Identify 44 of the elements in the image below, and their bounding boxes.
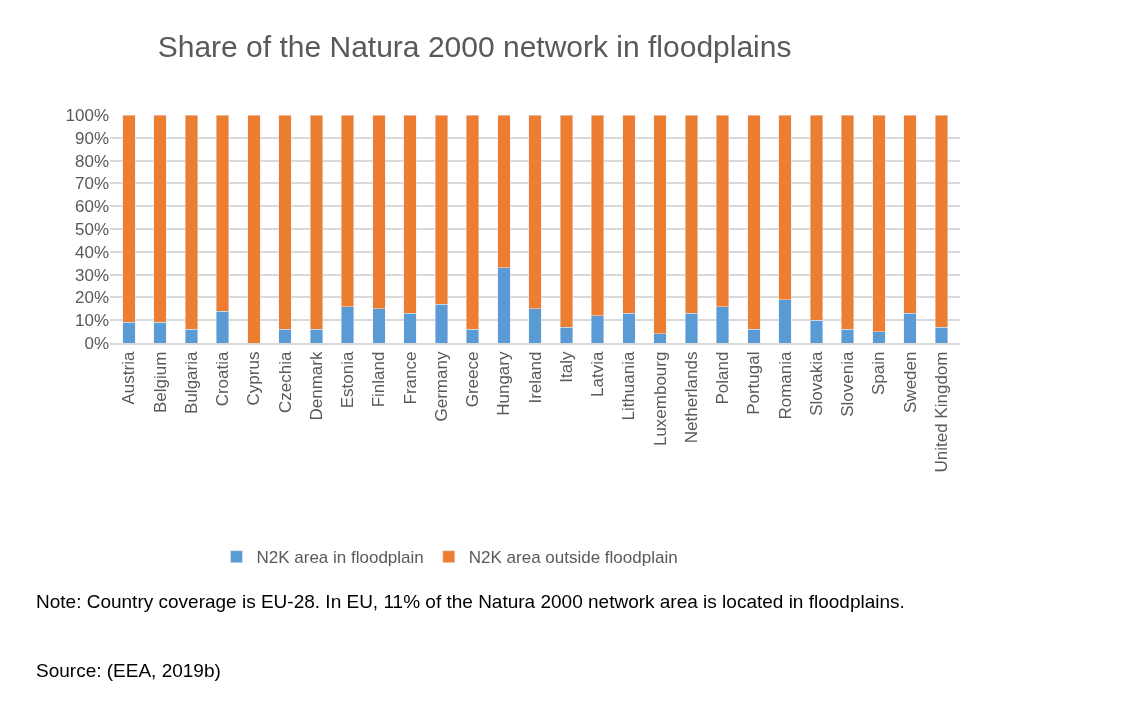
chart-title: Share of the Natura 2000 network in floodplains — [157, 29, 792, 63]
x-tick-label: Denmark — [306, 351, 326, 421]
x-tick-label: Romania — [775, 351, 795, 420]
x-tick-label: Austria — [119, 351, 139, 405]
y-tick-label: 10% — [74, 311, 109, 331]
x-tick-label: France — [400, 351, 420, 405]
x-tick-label: United Kingdom — [931, 351, 951, 473]
x-tick-label: Sweden — [900, 351, 920, 413]
y-tick-label: 80% — [74, 151, 109, 171]
x-tick-label: Slovakia — [806, 351, 826, 416]
x-tick-label: Netherlands — [681, 351, 701, 444]
x-tick-label: Croatia — [213, 351, 233, 407]
x-tick-label: Portugal — [744, 351, 764, 415]
x-tick-label: Slovenia — [838, 351, 858, 417]
bar — [247, 115, 261, 343]
text: Note: Country coverage is EU-28. In EU, 11% of the Natura 2000 network area is located in floodplains. — [36, 591, 905, 612]
x-tick-label: Cyprus — [244, 351, 264, 406]
y-tick-label: 0% — [84, 333, 109, 353]
x-tick-label: Poland — [713, 351, 733, 405]
source-note: Source: (EEA, 2019b) — [36, 660, 221, 681]
x-tick-label: Estonia — [338, 351, 358, 409]
x-tick-label: Lithuania — [619, 351, 639, 421]
x-tick-label: Spain — [869, 351, 889, 396]
y-tick-label: 100% — [65, 105, 109, 125]
x-tick-label: Luxembourg — [650, 351, 670, 447]
y-tick-label: 20% — [74, 288, 109, 308]
y-tick-label: 70% — [74, 174, 109, 194]
y-tick-label: 50% — [74, 219, 109, 239]
x-tick-label: Greece — [463, 351, 483, 408]
x-tick-label: Bulgaria — [181, 351, 201, 414]
y-tick-label: 40% — [74, 242, 109, 262]
legend-label: N2K area in floodplain — [256, 548, 424, 568]
x-tick-label: Ireland — [525, 351, 545, 404]
x-tick-label: Finland — [369, 351, 389, 408]
x-tick-label: Italy — [556, 351, 576, 383]
x-tick-label: Belgium — [150, 351, 170, 413]
y-tick-label: 90% — [74, 128, 109, 148]
y-tick-label: 30% — [74, 265, 109, 285]
x-tick-label: Czechia — [275, 351, 295, 413]
x-tick-label: Hungary — [494, 351, 514, 416]
x-tick-label: Germany — [431, 351, 451, 422]
legend-label: N2K area outside floodplain — [468, 548, 678, 568]
y-tick-label: 60% — [74, 197, 109, 217]
x-tick-label: Latvia — [588, 351, 608, 397]
